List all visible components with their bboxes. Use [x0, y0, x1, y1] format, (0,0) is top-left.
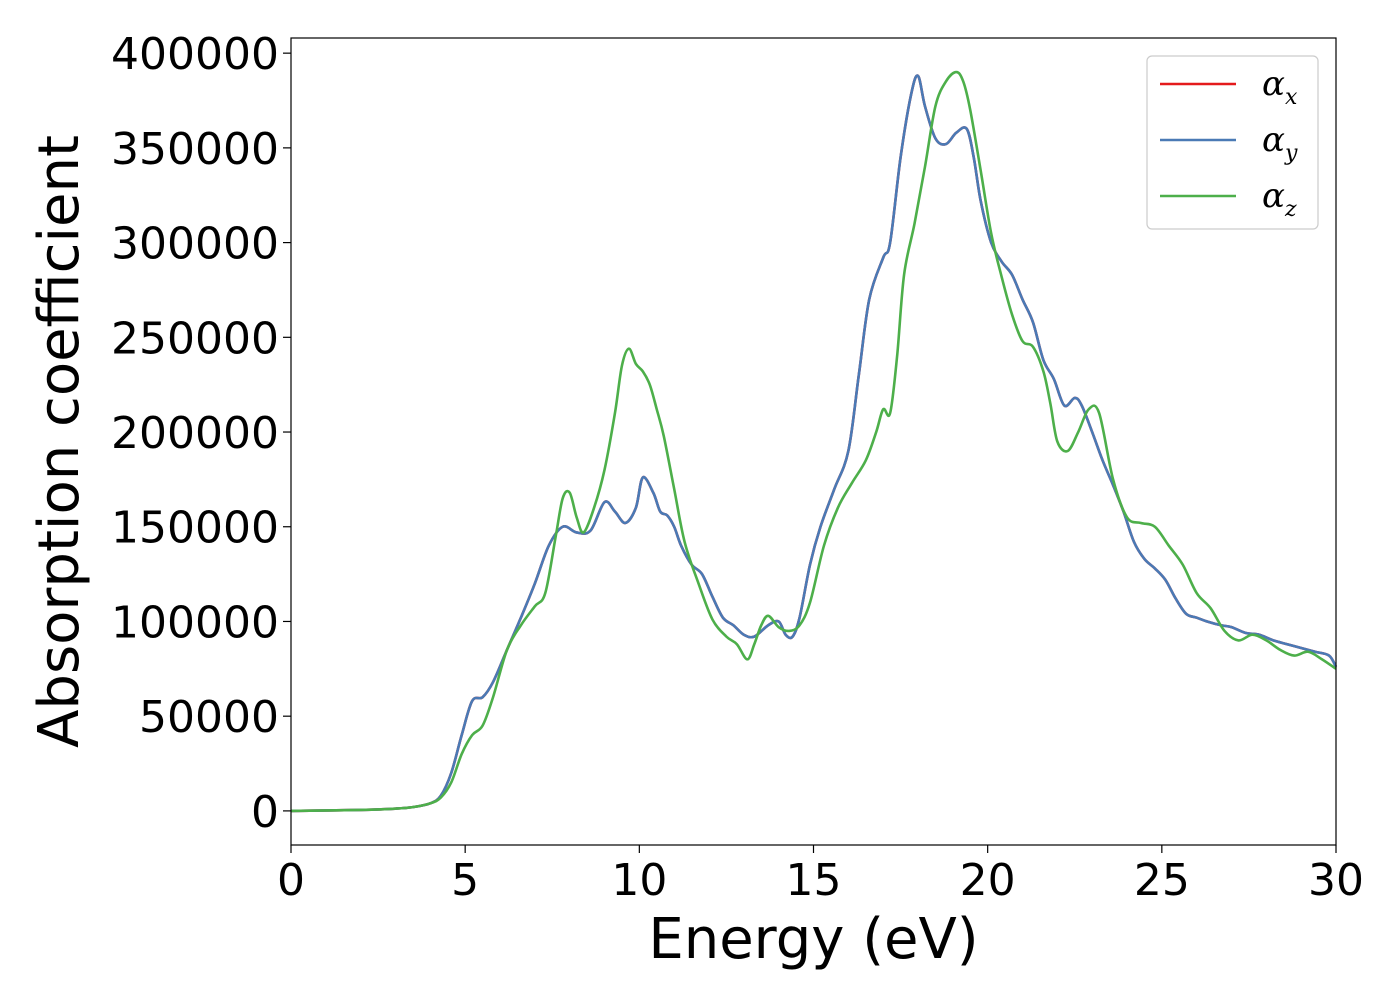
series-layer	[290, 70, 1338, 813]
x-tick-label: 15	[786, 855, 842, 906]
y-tick-label: 100000	[111, 597, 279, 648]
x-tick-label: 30	[1308, 855, 1364, 906]
x-axis-ticks: 0 5 10 15 20 25 30	[277, 845, 1364, 906]
y-tick-label: 50000	[139, 692, 279, 743]
legend-subscript: x	[1285, 85, 1298, 110]
series-line-y	[290, 74, 1338, 813]
y-tick-label: 200000	[111, 408, 279, 459]
y-tick-label: 150000	[111, 503, 279, 554]
y-tick-label: 300000	[111, 219, 279, 270]
x-tick-label: 5	[451, 855, 479, 906]
legend-subscript: y	[1284, 141, 1298, 166]
x-tick-label: 20	[960, 855, 1016, 906]
y-tick-label: 0	[251, 787, 279, 838]
legend-box	[1146, 55, 1319, 230]
x-tick-label: 25	[1134, 855, 1190, 906]
y-tick-label: 350000	[111, 124, 279, 175]
y-axis-title: Absorption coefficient	[27, 135, 92, 748]
y-tick-label: 400000	[111, 29, 279, 80]
legend-subscript: z	[1284, 197, 1297, 222]
x-axis-title: Energy (eV)	[648, 907, 978, 972]
x-tick-label: 0	[277, 855, 305, 906]
series-line-z	[290, 70, 1337, 813]
y-tick-label: 250000	[111, 313, 279, 364]
x-tick-label: 10	[611, 855, 667, 906]
plot-frame	[290, 37, 1337, 846]
legend-label-x: αx	[1262, 64, 1298, 110]
y-axis-ticks: 0 50000 100000 150000 200000 250000 300000 3500…	[111, 29, 291, 838]
